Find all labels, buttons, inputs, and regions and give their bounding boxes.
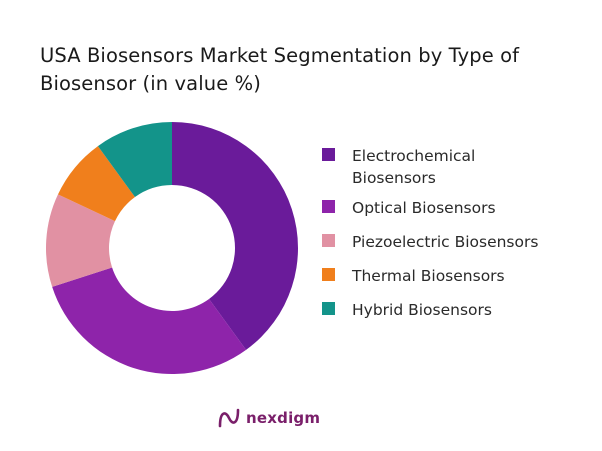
legend-swatch bbox=[322, 148, 335, 161]
legend-swatch bbox=[322, 302, 335, 315]
legend-item: Thermal Biosensors bbox=[322, 265, 562, 287]
donut-slice-piezoelectric-biosensors bbox=[46, 194, 115, 287]
legend-item: Optical Biosensors bbox=[322, 197, 562, 219]
legend-swatch bbox=[322, 268, 335, 281]
legend-label: Optical Biosensors bbox=[352, 199, 496, 217]
nexdigm-logo-text: nexdigm bbox=[246, 409, 321, 427]
nexdigm-logo-icon bbox=[218, 408, 240, 428]
legend-label: Electrochemical Biosensors bbox=[352, 147, 476, 187]
legend-label: Hybrid Biosensors bbox=[352, 301, 492, 319]
legend-swatch bbox=[322, 234, 335, 247]
donut-slice-electrochemical-biosensors bbox=[172, 122, 298, 350]
donut-slice-hybrid-biosensors bbox=[97, 122, 172, 198]
donut-slice-thermal-biosensors bbox=[57, 146, 135, 222]
legend-label: Thermal Biosensors bbox=[352, 267, 505, 285]
chart-title: USA Biosensors Market Segmentation by Ty… bbox=[40, 44, 520, 95]
legend-label: Piezoelectric Biosensors bbox=[352, 233, 539, 251]
legend-item: Electrochemical Biosensors bbox=[322, 145, 562, 189]
nexdigm-logo: nexdigm bbox=[218, 407, 320, 429]
donut-slice-optical-biosensors bbox=[52, 267, 247, 374]
legend-item: Hybrid Biosensors bbox=[322, 299, 562, 321]
legend-item: Piezoelectric Biosensors bbox=[322, 231, 562, 253]
legend-swatch bbox=[322, 200, 335, 213]
